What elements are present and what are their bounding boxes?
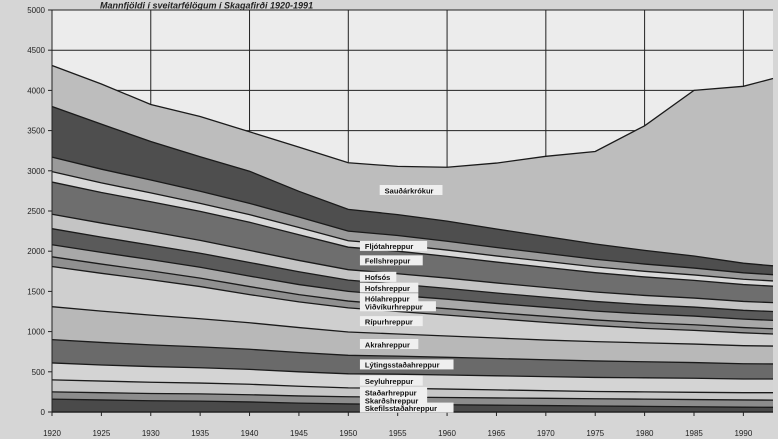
y-tick-label-6: 3000 bbox=[27, 167, 45, 176]
series-label-bg-7 bbox=[359, 301, 436, 312]
y-tick-label-0: 0 bbox=[41, 408, 46, 417]
series-area-5 bbox=[52, 306, 773, 364]
chart-title: Mannfjöldi í sveitarfélögum í Skagafirði… bbox=[100, 0, 313, 10]
series-label-10: Hofsós bbox=[365, 273, 390, 282]
series-area-8 bbox=[52, 244, 773, 329]
y-tick-label-9: 4500 bbox=[27, 46, 45, 55]
series-label-2: Staðarhreppur bbox=[365, 388, 417, 397]
series-boundary-4 bbox=[51, 338, 774, 365]
x-tick-label-7: 1955 bbox=[389, 429, 407, 438]
series-boundary-8 bbox=[51, 244, 774, 321]
series-area-14 bbox=[52, 106, 773, 275]
series-label-0: Skefilsstaðahreppur bbox=[365, 404, 437, 413]
series-boundary-5 bbox=[51, 306, 774, 347]
series-label-8: Hólahreppur bbox=[365, 294, 410, 303]
x-tick-label-9: 1965 bbox=[488, 429, 506, 438]
series-label-bg-1 bbox=[359, 395, 428, 406]
series-label-bg-9 bbox=[359, 282, 419, 293]
x-tick-label-8: 1960 bbox=[438, 429, 456, 438]
series-label-7: Viðvíkurhreppur bbox=[365, 303, 423, 312]
y-tick-label-4: 2000 bbox=[27, 247, 45, 256]
series-boundary-6 bbox=[51, 265, 774, 335]
series-label-9: Hofshreppur bbox=[365, 284, 410, 293]
y-tick-label-3: 1500 bbox=[27, 287, 45, 296]
y-tick-label-1: 500 bbox=[32, 368, 46, 377]
x-tick-label-11: 1975 bbox=[586, 429, 604, 438]
series-area-9 bbox=[52, 228, 773, 321]
x-tick-label-4: 1940 bbox=[241, 429, 259, 438]
series-labels: SkefilsstaðahreppurSkarðshreppurStaðarhr… bbox=[359, 184, 454, 413]
series-boundary-15 bbox=[51, 64, 774, 168]
y-tick-label-8: 4000 bbox=[27, 86, 45, 95]
series-label-12: Fljótahreppur bbox=[365, 242, 413, 251]
series-boundary-14 bbox=[51, 105, 774, 267]
series-area-10 bbox=[52, 214, 773, 312]
series-area-6 bbox=[52, 266, 773, 347]
x-tick-label-0: 1920 bbox=[43, 429, 61, 438]
series-label-bg-2 bbox=[359, 387, 428, 398]
series-label-3: Seyluhreppur bbox=[365, 377, 413, 386]
series-label-bg-6 bbox=[359, 316, 423, 327]
x-tick-label-12: 1980 bbox=[636, 429, 654, 438]
series-label-5: Akrahreppur bbox=[365, 340, 410, 349]
series-label-bg-15 bbox=[379, 184, 443, 195]
series-boundary-3 bbox=[51, 362, 773, 380]
series-area-4 bbox=[52, 339, 773, 380]
series-label-bg-0 bbox=[359, 402, 454, 413]
y-tick-label-7: 3500 bbox=[27, 127, 45, 136]
x-tick-label-5: 1945 bbox=[290, 429, 308, 438]
series-boundary-11 bbox=[51, 181, 774, 287]
x-tick-label-10: 1970 bbox=[537, 429, 555, 438]
series-boundary-10 bbox=[51, 213, 774, 304]
y-tick-label-2: 1000 bbox=[27, 328, 45, 337]
series-boundary-9 bbox=[51, 228, 774, 313]
y-axis-ticks: 0 500 1000 1500 2000 2500 3000 3500 4000 4500 5000 bbox=[27, 6, 52, 417]
x-tick-label-2: 1930 bbox=[142, 429, 160, 438]
series-label-bg-4 bbox=[359, 359, 454, 370]
x-tick-label-13: 1985 bbox=[685, 429, 703, 438]
series-label-4: Lýtingsstaðahreppur bbox=[365, 361, 440, 370]
x-tick-label-1: 1925 bbox=[92, 429, 110, 438]
series-label-bg-8 bbox=[359, 293, 419, 304]
x-tick-label-3: 1935 bbox=[191, 429, 209, 438]
series-label-bg-10 bbox=[359, 271, 397, 282]
series-area-7 bbox=[52, 256, 773, 335]
series-boundary-13 bbox=[51, 156, 774, 276]
series-label-bg-12 bbox=[359, 240, 428, 251]
x-tick-label-14: 1990 bbox=[734, 429, 752, 438]
series-area-15 bbox=[52, 65, 773, 266]
y-tick-label-10: 5000 bbox=[27, 6, 45, 15]
y-tick-label-5: 2500 bbox=[27, 207, 45, 216]
series-label-bg-3 bbox=[359, 375, 423, 386]
series-label-bg-11 bbox=[359, 255, 423, 266]
series-label-15: Sauðárkrókur bbox=[385, 186, 434, 195]
series-label-1: Skarðshreppur bbox=[365, 396, 418, 405]
series-label-bg-5 bbox=[359, 339, 419, 350]
x-axis-ticks: 1920 1925 1930 1935 1940 1945 1950 1955 1960 1965… bbox=[43, 412, 753, 438]
x-tick-label-6: 1950 bbox=[339, 429, 357, 438]
series-label-6: Rípurhreppur bbox=[365, 317, 413, 326]
series-label-11: Fellshreppur bbox=[365, 257, 411, 266]
